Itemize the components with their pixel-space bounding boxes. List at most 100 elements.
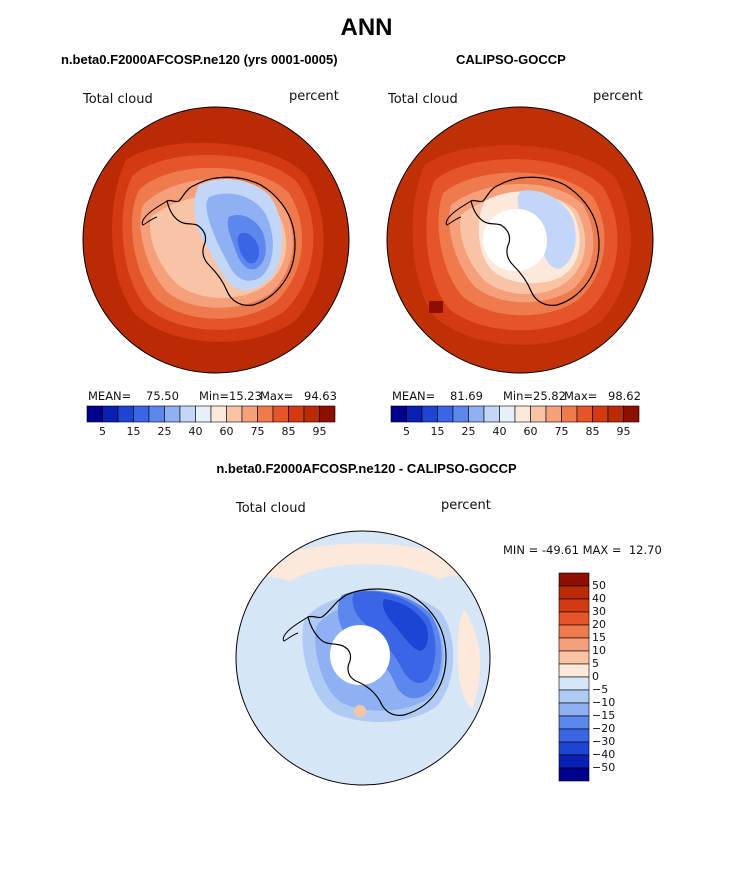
obs-min-value: 25.82 xyxy=(533,389,566,403)
obs-polar-map xyxy=(386,106,654,374)
diff-colorbar-swatch xyxy=(558,741,590,756)
diff-colorbar-swatch xyxy=(558,663,590,678)
model-colorbar-swatch xyxy=(226,405,243,423)
diff-colorbar-tick-label: −40 xyxy=(592,748,616,761)
diff-colorbar-swatch xyxy=(558,754,590,769)
obs-colorbar-swatch xyxy=(483,405,500,423)
obs-mean-value: 81.69 xyxy=(450,389,483,403)
diff-colorbar-tick-label: −5 xyxy=(592,683,609,696)
model-colorbar-swatch xyxy=(117,405,134,423)
diff-variable-label: Total cloud xyxy=(236,501,306,516)
diff-colorbar-tick-label: 50 xyxy=(592,579,606,592)
obs-colorbar-tick-label: 85 xyxy=(585,425,600,438)
diff-polar-map xyxy=(235,530,491,786)
diff-colorbar-tick-label: 0 xyxy=(592,670,599,683)
model-colorbar-tick-label: 75 xyxy=(250,425,265,438)
model-variable-label: Total cloud xyxy=(83,92,153,107)
diff-colorbar-tick-label: 10 xyxy=(592,644,606,657)
obs-colorbar xyxy=(390,405,640,423)
obs-colorbar-tick-label: 15 xyxy=(430,425,445,438)
diff-colorbar-swatch xyxy=(558,650,590,665)
obs-colorbar-swatch xyxy=(514,405,531,423)
model-colorbar-swatch xyxy=(257,405,274,423)
diff-colorbar-tick-label: −30 xyxy=(592,735,616,748)
model-colorbar-swatch xyxy=(303,405,320,423)
model-colorbar-swatch xyxy=(86,405,103,423)
diff-colorbar-swatch xyxy=(558,637,590,652)
obs-units-label: percent xyxy=(593,89,643,104)
obs-colorbar-swatch xyxy=(561,405,578,423)
obs-colorbar-swatch xyxy=(499,405,516,423)
diff-colorbar-swatch xyxy=(558,767,590,782)
model-colorbar-tick-label: 15 xyxy=(126,425,141,438)
obs-map-border xyxy=(386,106,654,374)
obs-colorbar-tick-label: 40 xyxy=(492,425,507,438)
model-max-value: 94.63 xyxy=(304,389,337,403)
obs-dark-patch xyxy=(429,301,443,313)
obs-colorbar-swatch xyxy=(530,405,547,423)
diff-colorbar-swatch xyxy=(558,572,590,587)
model-colorbar-swatch xyxy=(133,405,150,423)
diff-pole-hole xyxy=(330,625,390,685)
model-colorbar-swatch xyxy=(179,405,196,423)
diff-colorbar-tick-label: −20 xyxy=(592,722,616,735)
diff-colorbar-swatch xyxy=(558,702,590,717)
model-peninsula-outline xyxy=(141,200,168,226)
obs-panel-title: CALIPSO-GOCCP xyxy=(456,52,566,67)
obs-colorbar-ticks: 5 15 25 40 60 75 85 95 xyxy=(391,425,639,441)
diff-colorbar-tick-label: 30 xyxy=(592,605,606,618)
diff-colorbar-tick-label: 15 xyxy=(592,631,606,644)
diff-positive-spot xyxy=(354,705,366,717)
model-units-label: percent xyxy=(289,89,339,104)
model-colorbar-tick-label: 95 xyxy=(312,425,327,438)
diff-colorbar xyxy=(558,572,590,782)
model-colorbar-tick-label: 40 xyxy=(188,425,203,438)
model-antarctic-coastline xyxy=(166,176,296,306)
diff-colorbar-ticks: 50 40 30 20 15 10 5 0 −5 −10 −15 −20 −30 −40 −50 xyxy=(592,573,632,781)
diff-min-max-readout: MIN = -49.61 MAX = 12.70 xyxy=(503,543,662,557)
model-map-border xyxy=(82,106,350,374)
model-colorbar-swatch xyxy=(319,405,336,423)
diff-colorbar-tick-label: −50 xyxy=(592,761,616,774)
obs-colorbar-swatch xyxy=(623,405,640,423)
obs-colorbar-swatch xyxy=(437,405,454,423)
model-colorbar-swatch xyxy=(164,405,181,423)
obs-colorbar-swatch xyxy=(452,405,469,423)
diff-contour-minus40 xyxy=(382,599,428,651)
model-polar-map xyxy=(82,106,350,374)
model-colorbar-swatch xyxy=(148,405,165,423)
obs-colorbar-tick-label: 25 xyxy=(461,425,476,438)
obs-colorbar-swatch xyxy=(390,405,407,423)
diff-colorbar-tick-label: 40 xyxy=(592,592,606,605)
model-colorbar-tick-label: 60 xyxy=(219,425,234,438)
obs-colorbar-swatch xyxy=(576,405,593,423)
obs-variable-label: Total cloud xyxy=(388,92,458,107)
model-mean-label: MEAN= xyxy=(88,389,132,403)
diff-colorbar-swatch xyxy=(558,689,590,704)
diff-colorbar-tick-label: −10 xyxy=(592,696,616,709)
obs-colorbar-tick-label: 75 xyxy=(554,425,569,438)
obs-contour-40 xyxy=(517,190,576,269)
model-colorbar-swatch xyxy=(272,405,289,423)
model-colorbar-tick-label: 5 xyxy=(99,425,106,438)
obs-colorbar-tick-label: 60 xyxy=(523,425,538,438)
model-colorbar-swatch xyxy=(288,405,305,423)
diff-positive-band xyxy=(254,543,474,581)
obs-colorbar-swatch xyxy=(545,405,562,423)
obs-colorbar-swatch xyxy=(406,405,423,423)
obs-colorbar-swatch xyxy=(607,405,624,423)
page-title: ANN xyxy=(340,14,393,41)
model-colorbar-tick-label: 25 xyxy=(157,425,172,438)
diff-colorbar-swatch xyxy=(558,598,590,613)
diff-colorbar-tick-label: −15 xyxy=(592,709,616,722)
diff-colorbar-swatch xyxy=(558,611,590,626)
model-colorbar-swatch xyxy=(210,405,227,423)
obs-colorbar-swatch xyxy=(468,405,485,423)
diff-colorbar-tick-label: 20 xyxy=(592,618,606,631)
obs-max-label: Max= xyxy=(564,389,598,403)
obs-max-value: 98.62 xyxy=(608,389,641,403)
model-min-label: Min= xyxy=(199,389,230,403)
model-colorbar-swatch xyxy=(102,405,119,423)
obs-min-label: Min= xyxy=(503,389,534,403)
diff-colorbar-swatch xyxy=(558,624,590,639)
